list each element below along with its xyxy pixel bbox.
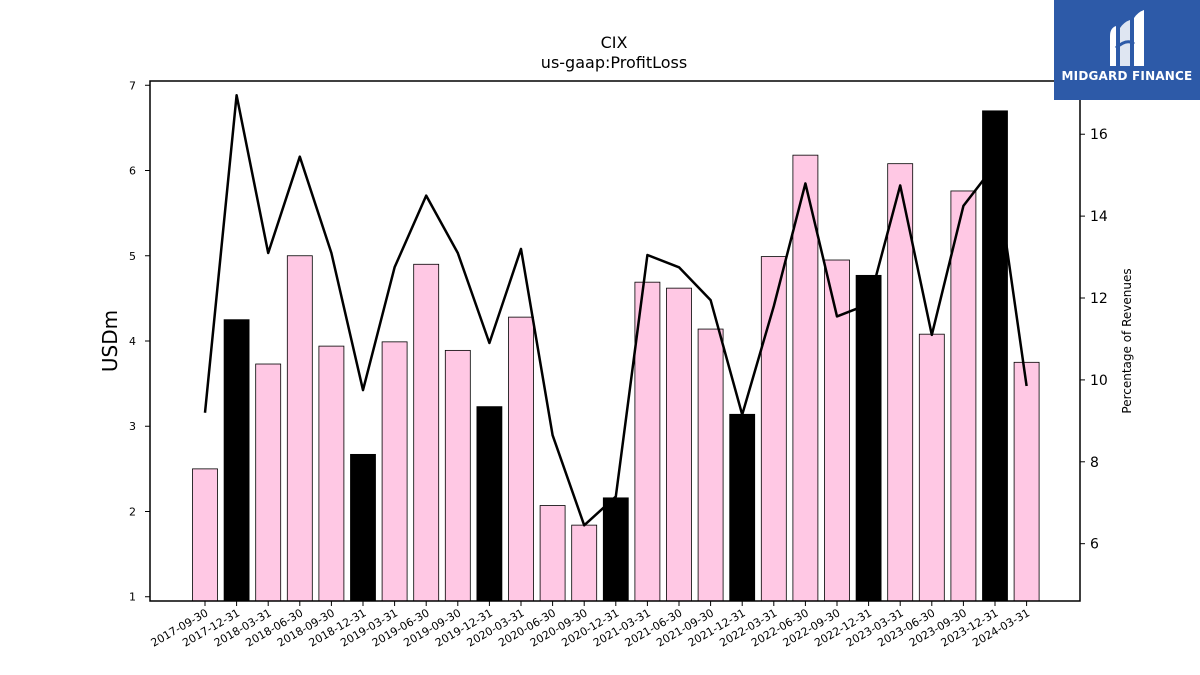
y2-tick-label: 14 (1090, 209, 1108, 225)
brand-logo: MIDGARD FINANCE (1054, 0, 1200, 100)
bar (318, 345, 345, 602)
y-tick-label: 7 (129, 79, 136, 92)
bar (1013, 361, 1040, 602)
bar (413, 263, 440, 602)
bar (223, 319, 250, 602)
y2-tick-label: 16 (1090, 127, 1108, 143)
bar (255, 363, 282, 602)
bar (792, 154, 819, 602)
y-tick-label: 4 (129, 335, 136, 348)
bar (350, 453, 376, 602)
bar (729, 413, 756, 602)
bar (824, 259, 850, 602)
y2-tick-label: 10 (1090, 373, 1108, 389)
bar (982, 110, 1008, 602)
bar (634, 281, 661, 602)
line-path (203, 94, 1028, 527)
bar (286, 255, 313, 602)
bar (918, 333, 945, 602)
bar (539, 505, 566, 602)
bar (476, 406, 503, 602)
y-axis-left: 1 2 3 4 5 6 7 (129, 79, 150, 604)
bar (444, 349, 471, 602)
bar-series (192, 110, 1040, 602)
bar (602, 497, 629, 602)
line-series (203, 94, 1028, 527)
y-tick-label: 6 (129, 165, 136, 178)
y-axis-right: 6 8 10 12 14 16 (1080, 127, 1108, 553)
y2-tick-label: 12 (1090, 291, 1108, 307)
bar (381, 341, 408, 602)
bar (950, 190, 977, 602)
bar (571, 524, 598, 602)
y2-tick-label: 6 (1090, 537, 1099, 553)
bar (697, 328, 724, 602)
y-tick-label: 2 (129, 505, 136, 518)
y2-axis-label: Percentage of Revenues (1120, 268, 1134, 413)
chart-subtitle: us-gaap:ProfitLoss (541, 53, 687, 72)
bar (666, 287, 692, 602)
midgard-logo-icon (1110, 10, 1144, 66)
bar (855, 274, 882, 602)
y-tick-label: 5 (129, 250, 136, 263)
bar (192, 468, 218, 602)
y-tick-label: 3 (129, 420, 136, 433)
y-axis-label: USDm (98, 310, 122, 372)
bar (760, 256, 787, 602)
bar (508, 316, 534, 602)
y-tick-label: 1 (129, 591, 136, 604)
x-axis: 2017-09-302017-12-312018-03-312018-06-30… (149, 601, 1032, 650)
y2-tick-label: 8 (1090, 455, 1099, 471)
chart-title: CIX (601, 33, 628, 52)
brand-name: MIDGARD FINANCE (1061, 69, 1193, 83)
